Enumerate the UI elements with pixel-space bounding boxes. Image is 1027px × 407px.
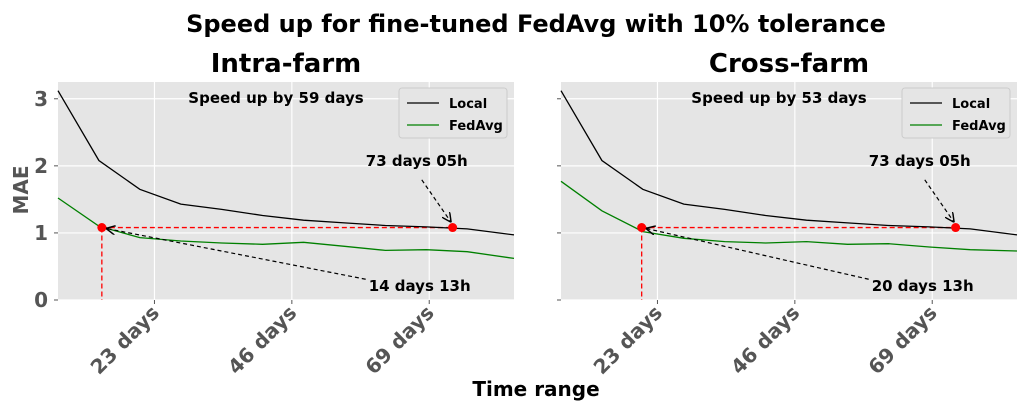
- annotation-speedup: Speed up by 53 days: [691, 89, 866, 107]
- series-line-fedavg: [57, 197, 515, 260]
- y-tick-label: 0: [34, 288, 48, 312]
- annotation-fedavg-time: 20 days 13h: [872, 277, 974, 295]
- y-tick-label: 2: [34, 154, 48, 178]
- annotation-arrow: [647, 229, 869, 280]
- legend-label: FedAvg: [449, 119, 503, 134]
- series-line-local: [57, 90, 515, 236]
- x-tick-label: 46 days: [726, 301, 804, 379]
- marker-point: [951, 223, 961, 233]
- y-tick-label: 1: [34, 221, 48, 245]
- x-tick-label: 69 days: [863, 301, 941, 379]
- panel-title: Intra-farm: [211, 49, 362, 79]
- panel-title: Cross-farm: [709, 49, 869, 79]
- chart-panel-1: Intra-farm 0 1 2 3 23 days 46 days 69 days Speed…: [34, 49, 515, 379]
- annotation-arrow: [421, 179, 451, 222]
- x-tick-label: 46 days: [223, 301, 301, 379]
- x-tick-label: 23 days: [86, 301, 164, 379]
- figure-ylabel: MAE: [9, 165, 33, 214]
- annotation-local-time: 73 days 05h: [869, 152, 971, 170]
- y-tick-label: 3: [34, 87, 48, 111]
- figure-suptitle: Speed up for fine-tuned FedAvg with 10% …: [186, 10, 886, 38]
- annotation-fedavg-time: 14 days 13h: [369, 277, 471, 295]
- marker-point: [637, 223, 647, 233]
- x-tick-label: 23 days: [589, 301, 667, 379]
- series-line-fedavg: [560, 180, 1018, 252]
- annotation-speedup: Speed up by 59 days: [188, 89, 363, 107]
- legend-label: Local: [449, 97, 487, 112]
- marker-point: [97, 223, 107, 233]
- annotation-arrow: [107, 229, 366, 280]
- figure-xlabel: Time range: [472, 377, 599, 401]
- chart-panel-2: Cross-farm 23 days 46 days 69 days Speed up …: [557, 49, 1018, 379]
- legend-label: FedAvg: [952, 119, 1006, 134]
- x-tick-label: 69 days: [360, 301, 438, 379]
- chart-panels: Intra-farm 0 1 2 3 23 days 46 days 69 days Speed…: [34, 49, 1018, 379]
- series-line-local: [560, 90, 1018, 236]
- annotation-local-time: 73 days 05h: [366, 152, 468, 170]
- legend-label: Local: [952, 97, 990, 112]
- annotation-arrow: [924, 179, 954, 222]
- marker-point: [448, 223, 458, 233]
